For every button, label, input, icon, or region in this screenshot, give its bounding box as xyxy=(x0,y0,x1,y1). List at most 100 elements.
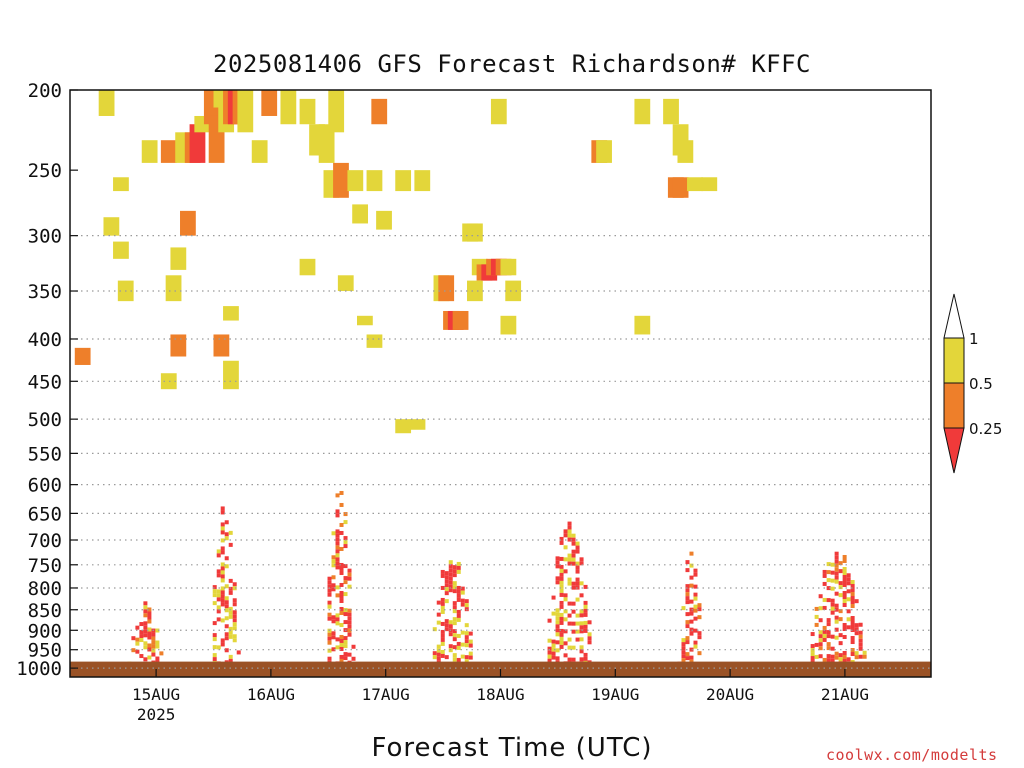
ri-band-0-cell-46 xyxy=(159,651,164,656)
ri-band-6-cell-18 xyxy=(818,646,823,651)
ri-band-6-cell-44 xyxy=(830,570,835,575)
ri-band-3-cell-52 xyxy=(452,573,457,578)
ri-band-6-cell-17 xyxy=(818,642,823,647)
ri-band-2-cell-23 xyxy=(331,615,336,620)
ri-band-6-cell-24 xyxy=(822,605,827,610)
ri-band-0-cell-28 xyxy=(147,631,152,636)
x-tick-label-3: 18AUG xyxy=(476,685,524,704)
ri-band-6-cell-124 xyxy=(850,648,855,653)
ri-band-2-cell-5 xyxy=(327,600,332,605)
ri-band-2-cell-13 xyxy=(327,648,332,653)
ri-band-2-cell-30 xyxy=(335,513,340,518)
ri-cell-4 xyxy=(113,241,129,259)
ri-band-2-cell-10 xyxy=(327,632,332,637)
ri-band-4-cell-3 xyxy=(547,650,552,655)
ri-band-5-cell-27 xyxy=(689,607,694,612)
ri-band-3-cell-68 xyxy=(456,561,461,566)
ri-band-6-cell-46 xyxy=(830,586,835,591)
ri-band-0-cell-4 xyxy=(135,637,140,642)
ri-band-6-cell-70 xyxy=(834,651,839,656)
ri-band-1-cell-78 xyxy=(232,614,237,619)
ri-band-4-cell-135 xyxy=(587,620,592,625)
ri-band-2-cell-68 xyxy=(339,654,344,659)
ri-band-6-cell-6 xyxy=(814,606,819,611)
ri-band-5-cell-30 xyxy=(689,627,694,632)
ri-band-3-cell-35 xyxy=(444,655,449,660)
ri-band-6-cell-28 xyxy=(822,637,827,642)
ri-band-4-cell-103 xyxy=(575,585,580,590)
ri-cell-26 xyxy=(223,306,239,321)
ri-band-6-cell-108 xyxy=(846,625,851,630)
ri-band-4-cell-33 xyxy=(559,568,564,573)
ri-band-2-cell-7 xyxy=(327,612,332,617)
ri-band-1-cell-61 xyxy=(228,542,233,547)
ri-band-2-cell-4 xyxy=(327,592,332,597)
ri-band-4-cell-43 xyxy=(559,616,564,621)
ri-band-6-cell-84 xyxy=(842,554,847,559)
legend-label-1: 0.5 xyxy=(969,375,993,393)
ri-band-6-cell-141 xyxy=(862,654,867,659)
ri-band-1-cell-37 xyxy=(220,590,225,595)
ri-band-2-cell-67 xyxy=(339,646,344,651)
ri-band-1-cell-31 xyxy=(220,562,225,567)
ri-band-1-cell-35 xyxy=(220,578,225,583)
ri-band-0-cell-13 xyxy=(143,605,148,610)
ri-band-1-cell-12 xyxy=(216,553,221,558)
ri-cell-71 xyxy=(663,98,679,125)
ri-cell-75 xyxy=(672,177,689,198)
legend-label-2: 0.25 xyxy=(969,420,1002,438)
ri-band-2-cell-66 xyxy=(339,642,344,647)
ri-band-2-cell-55 xyxy=(339,566,344,571)
ri-band-3-cell-64 xyxy=(452,645,457,650)
ri-band-4-cell-114 xyxy=(579,609,584,614)
ri-band-3-cell-103 xyxy=(468,655,473,660)
ri-band-3-cell-98 xyxy=(464,659,469,664)
ri-band-2-cell-42 xyxy=(335,593,340,598)
ri-band-5-cell-28 xyxy=(689,611,694,616)
ri-band-3-cell-26 xyxy=(444,575,449,580)
ri-band-3-cell-28 xyxy=(444,583,449,588)
ri-band-6-cell-121 xyxy=(850,628,855,633)
credit-link[interactable]: coolwx.com/modelts xyxy=(826,746,998,764)
ri-band-5-cell-42 xyxy=(693,616,698,621)
ri-band-3-cell-58 xyxy=(452,609,457,614)
ri-band-6-cell-37 xyxy=(826,630,831,635)
ri-band-4-cell-23 xyxy=(555,628,560,633)
ri-band-6-cell-51 xyxy=(830,634,835,639)
ri-band-0-cell-41 xyxy=(155,628,160,633)
ri-band-6-cell-101 xyxy=(846,573,851,578)
ri-band-3-cell-84 xyxy=(460,598,465,603)
ri-band-3-cell-75 xyxy=(456,609,461,614)
ri-band-3-cell-33 xyxy=(444,623,449,628)
ri-band-6-cell-35 xyxy=(826,618,831,623)
ri-cell-66 xyxy=(500,315,517,335)
ri-band-1-cell-74 xyxy=(232,586,237,591)
ri-cell-30 xyxy=(280,90,297,125)
ri-band-1-cell-65 xyxy=(228,606,233,611)
ri-band-2-cell-44 xyxy=(335,617,340,622)
ri-band-3-cell-17 xyxy=(440,609,445,614)
ri-band-3-cell-27 xyxy=(444,579,449,584)
y-tick-label-12: 400 xyxy=(28,329,62,351)
ri-band-4-cell-115 xyxy=(579,613,584,618)
ri-band-2-cell-26 xyxy=(331,635,336,640)
ri-band-3-cell-88 xyxy=(460,654,465,659)
ri-band-0-cell-11 xyxy=(139,654,144,659)
ri-band-3-cell-18 xyxy=(440,621,445,626)
ri-band-3-cell-30 xyxy=(444,591,449,596)
ri-band-1-cell-83 xyxy=(232,638,237,643)
ri-band-1-cell-8 xyxy=(212,653,217,658)
ri-band-1-cell-54 xyxy=(224,616,229,621)
ri-band-2-cell-2 xyxy=(327,584,332,589)
ri-band-2-cell-76 xyxy=(343,576,348,581)
ri-band-3-cell-15 xyxy=(440,601,445,606)
ri-band-6-cell-81 xyxy=(838,653,843,658)
ri-cell-24 xyxy=(237,90,254,133)
ri-band-4-cell-1 xyxy=(547,638,552,643)
ri-band-4-cell-94 xyxy=(571,657,576,662)
ri-band-1-cell-58 xyxy=(224,648,229,653)
ri-band-3-cell-55 xyxy=(452,589,457,594)
ri-band-3-cell-99 xyxy=(468,631,473,636)
ri-band-3-cell-23 xyxy=(440,649,445,654)
ri-band-3-cell-56 xyxy=(452,601,457,606)
